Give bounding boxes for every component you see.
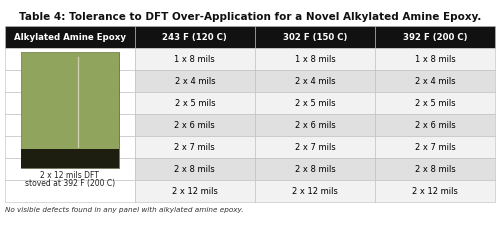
Text: 2 x 4 mils: 2 x 4 mils xyxy=(414,76,456,86)
Bar xyxy=(375,92,495,114)
Text: 2 x 8 mils: 2 x 8 mils xyxy=(414,164,456,174)
Bar xyxy=(135,48,255,70)
Bar xyxy=(375,158,495,180)
Bar xyxy=(135,92,255,114)
Bar xyxy=(255,114,375,136)
Bar xyxy=(375,70,495,92)
Bar xyxy=(375,136,495,158)
Bar xyxy=(255,26,375,48)
Text: 2 x 7 mils: 2 x 7 mils xyxy=(294,142,336,152)
Bar xyxy=(5,114,135,136)
Text: 2 x 12 mils: 2 x 12 mils xyxy=(412,186,458,196)
Text: No visible defects found in any panel with alkylated amine epoxy.: No visible defects found in any panel wi… xyxy=(5,207,244,213)
Bar xyxy=(135,158,255,180)
Bar xyxy=(5,92,135,114)
Text: 2 x 12 mils: 2 x 12 mils xyxy=(292,186,338,196)
Text: 2 x 5 mils: 2 x 5 mils xyxy=(174,98,215,108)
Bar xyxy=(255,136,375,158)
Text: 2 x 7 mils: 2 x 7 mils xyxy=(174,142,215,152)
Text: Table 4: Tolerance to DFT Over-Application for a Novel Alkylated Amine Epoxy.: Table 4: Tolerance to DFT Over-Applicati… xyxy=(19,12,481,22)
Bar xyxy=(375,114,495,136)
Bar xyxy=(5,136,135,158)
Bar xyxy=(135,70,255,92)
Text: 2 x 4 mils: 2 x 4 mils xyxy=(294,76,335,86)
Bar xyxy=(255,158,375,180)
Bar xyxy=(5,48,135,70)
Text: 302 F (150 C): 302 F (150 C) xyxy=(282,33,347,42)
Text: 2 x 12 mils DFT: 2 x 12 mils DFT xyxy=(40,171,100,180)
Bar xyxy=(5,180,135,202)
Bar xyxy=(20,52,119,151)
Text: 2 x 8 mils: 2 x 8 mils xyxy=(174,164,215,174)
Text: 392 F (200 C): 392 F (200 C) xyxy=(402,33,467,42)
Text: 2 x 8 mils: 2 x 8 mils xyxy=(294,164,336,174)
Text: 2 x 4 mils: 2 x 4 mils xyxy=(174,76,215,86)
Bar xyxy=(135,180,255,202)
Bar xyxy=(5,158,135,180)
Bar xyxy=(375,180,495,202)
Bar xyxy=(135,136,255,158)
Bar xyxy=(20,149,119,168)
Text: Alkylated Amine Epoxy: Alkylated Amine Epoxy xyxy=(14,33,126,42)
Text: 2 x 12 mils: 2 x 12 mils xyxy=(172,186,218,196)
Bar xyxy=(255,92,375,114)
Bar xyxy=(255,48,375,70)
Text: 1 x 8 mils: 1 x 8 mils xyxy=(174,54,215,64)
Text: stoved at 392 F (200 C): stoved at 392 F (200 C) xyxy=(25,179,115,188)
Bar xyxy=(375,48,495,70)
Text: 2 x 6 mils: 2 x 6 mils xyxy=(174,120,215,130)
Bar xyxy=(5,26,135,48)
Text: 2 x 5 mils: 2 x 5 mils xyxy=(294,98,335,108)
Bar xyxy=(255,70,375,92)
Text: 2 x 5 mils: 2 x 5 mils xyxy=(414,98,456,108)
Text: 1 x 8 mils: 1 x 8 mils xyxy=(294,54,336,64)
Text: 2 x 7 mils: 2 x 7 mils xyxy=(414,142,456,152)
Text: 2 x 6 mils: 2 x 6 mils xyxy=(294,120,336,130)
Text: 243 F (120 C): 243 F (120 C) xyxy=(162,33,227,42)
Bar xyxy=(135,26,255,48)
Bar xyxy=(375,26,495,48)
Bar xyxy=(20,52,119,168)
Text: 2 x 6 mils: 2 x 6 mils xyxy=(414,120,456,130)
Bar xyxy=(135,114,255,136)
Text: 1 x 8 mils: 1 x 8 mils xyxy=(414,54,456,64)
Bar xyxy=(5,70,135,92)
Bar xyxy=(255,180,375,202)
